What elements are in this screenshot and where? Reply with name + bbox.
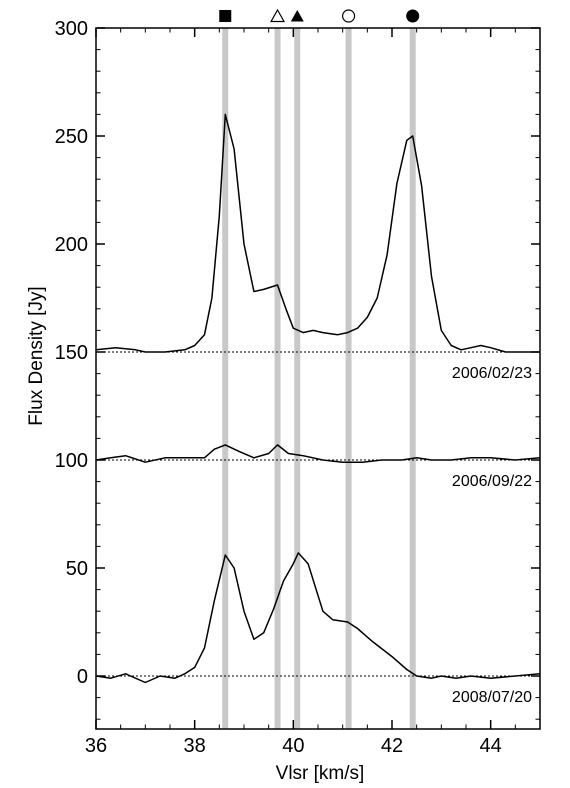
axes: 0 50 100 150 200 250 300 36 38 40 42 44: [55, 18, 541, 757]
epoch-labels: 2006/02/23 2006/09/22 2008/07/20: [452, 365, 532, 706]
x-tick-label: 44: [480, 735, 502, 757]
epoch-label: 2008/07/20: [452, 689, 532, 706]
reference-band-open-circle: [345, 28, 352, 729]
epoch-label: 2006/09/22: [452, 473, 532, 490]
y-tick-label: 300: [55, 18, 88, 40]
reference-velocity-bands: [222, 28, 416, 729]
x-tick-label: 40: [282, 735, 304, 757]
reference-band-filled-square: [222, 28, 229, 729]
filled-square-marker: [219, 10, 232, 22]
open-triangle-marker: [270, 8, 286, 23]
baseline-lines: [96, 351, 540, 677]
reference-band-open-triangle: [274, 28, 281, 729]
x-tick-label: 38: [184, 735, 206, 757]
reference-band-filled-circle: [409, 28, 416, 729]
y-tick-label: 0: [77, 666, 88, 688]
filled-triangle-marker: [290, 10, 304, 22]
reference-velocity-markers: [219, 8, 420, 23]
reference-band-filled-triangle: [294, 28, 301, 729]
y-tick-label: 50: [66, 558, 88, 580]
x-tick-label: 36: [85, 735, 107, 757]
y-tick-label: 100: [55, 450, 88, 472]
filled-circle-marker: [406, 9, 420, 23]
y-tick-label: 150: [55, 342, 88, 364]
y-tick-label: 200: [55, 234, 88, 256]
y-axis-title: Flux Density [Jy]: [26, 286, 47, 425]
spectrum-line: [95, 444, 541, 463]
spectrum-line: [95, 113, 540, 353]
open-circle-marker: [341, 9, 356, 23]
y-tick-label: 250: [55, 126, 88, 148]
x-axis-title: Vlsr [km/s]: [276, 763, 365, 784]
epoch-label: 2006/02/23: [452, 365, 532, 382]
spectrum-line: [95, 552, 541, 684]
spectrum-lines: [95, 113, 541, 684]
x-tick-label: 42: [381, 735, 403, 757]
